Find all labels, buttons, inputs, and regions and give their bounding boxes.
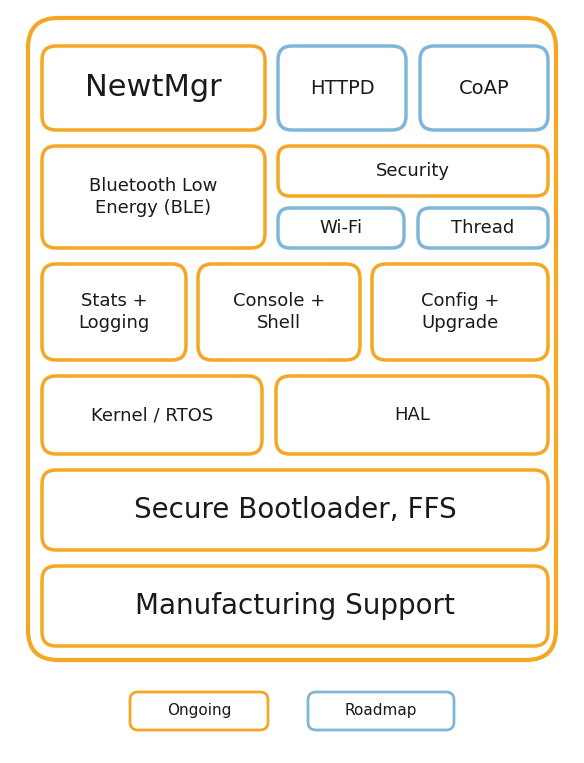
Text: HTTPD: HTTPD (310, 79, 374, 98)
FancyBboxPatch shape (198, 264, 360, 360)
Text: Security: Security (376, 162, 450, 180)
Text: Thread: Thread (451, 219, 515, 237)
Text: Stats +
Logging: Stats + Logging (78, 292, 150, 332)
FancyBboxPatch shape (42, 470, 548, 550)
FancyBboxPatch shape (278, 208, 404, 248)
FancyBboxPatch shape (418, 208, 548, 248)
Text: Bluetooth Low
Energy (BLE): Bluetooth Low Energy (BLE) (89, 177, 218, 217)
Text: Ongoing: Ongoing (167, 703, 231, 719)
Text: Manufacturing Support: Manufacturing Support (135, 592, 455, 620)
Text: NewtMgr: NewtMgr (85, 73, 222, 102)
Text: Kernel / RTOS: Kernel / RTOS (91, 406, 213, 424)
FancyBboxPatch shape (130, 692, 268, 730)
Text: Console +
Shell: Console + Shell (233, 292, 325, 332)
Text: CoAP: CoAP (458, 79, 509, 98)
FancyBboxPatch shape (28, 18, 556, 660)
Text: Wi-Fi: Wi-Fi (319, 219, 363, 237)
FancyBboxPatch shape (278, 46, 406, 130)
Text: Config +
Upgrade: Config + Upgrade (421, 292, 499, 332)
FancyBboxPatch shape (372, 264, 548, 360)
Text: Roadmap: Roadmap (345, 703, 417, 719)
FancyBboxPatch shape (42, 146, 265, 248)
FancyBboxPatch shape (42, 376, 262, 454)
FancyBboxPatch shape (278, 146, 548, 196)
FancyBboxPatch shape (420, 46, 548, 130)
FancyBboxPatch shape (308, 692, 454, 730)
FancyBboxPatch shape (42, 264, 186, 360)
FancyBboxPatch shape (42, 566, 548, 646)
FancyBboxPatch shape (276, 376, 548, 454)
Text: HAL: HAL (394, 406, 430, 424)
FancyBboxPatch shape (42, 46, 265, 130)
Text: Secure Bootloader, FFS: Secure Bootloader, FFS (134, 496, 456, 524)
